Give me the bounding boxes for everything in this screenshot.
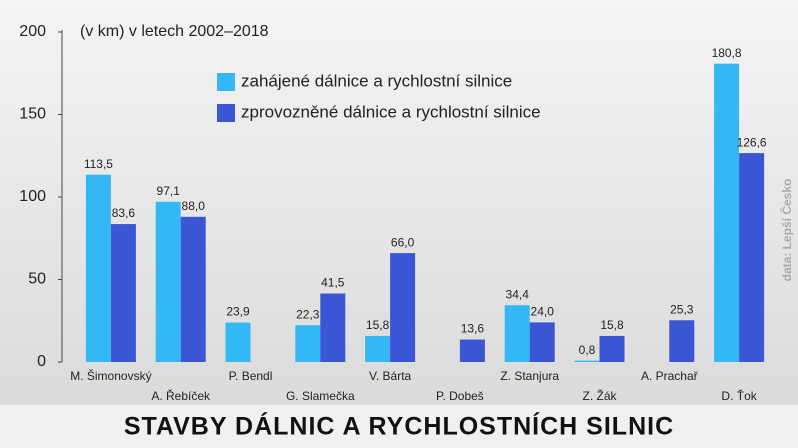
x-tick-label: V. Bárta (369, 369, 412, 383)
bar (180, 216, 206, 362)
x-tick-label: M. Šimonovský (70, 368, 151, 383)
bar (390, 253, 416, 362)
bar (295, 325, 321, 362)
bar (85, 174, 111, 362)
legend-swatch (217, 73, 235, 91)
x-tick-label: G. Slamečka (286, 389, 355, 403)
bar (320, 293, 346, 362)
legend-label: zahájené dálnice a rychlostní silnice (241, 71, 512, 90)
value-label: 66,0 (391, 235, 415, 249)
y-tick-label: 150 (19, 106, 46, 123)
value-label: 22,3 (296, 307, 320, 321)
bar (574, 360, 600, 362)
value-label: 113,5 (84, 157, 113, 171)
value-label: 15,8 (600, 318, 624, 332)
legend-label: zprovozněné dálnice a rychlostní silnice (241, 102, 541, 121)
bar (225, 322, 251, 362)
bar (739, 153, 765, 362)
y-tick-label: 100 (19, 188, 46, 205)
title-band (0, 405, 798, 448)
value-label: 0,8 (579, 343, 596, 357)
subtitle: (v km) v letech 2002–2018 (80, 23, 269, 40)
chart-title: STAVBY DÁLNIC A RYCHLOSTNÍCH SILNIC (124, 412, 674, 441)
value-label: 88,0 (182, 199, 206, 213)
x-tick-label: P. Dobeš (436, 389, 484, 403)
bar (110, 224, 136, 362)
source: data: Lepší Česko (779, 179, 794, 282)
legend-swatch (217, 104, 235, 122)
value-label: 34,4 (506, 287, 530, 301)
value-label: 13,6 (461, 322, 485, 336)
value-label: 180,8 (712, 46, 742, 60)
value-label: 97,1 (157, 184, 181, 198)
x-tick-label: Z. Žák (582, 388, 617, 403)
bar (669, 320, 695, 362)
value-label: 126,6 (737, 135, 767, 149)
bar (365, 335, 391, 362)
x-tick-label: A. Řebíček (151, 388, 211, 403)
bar (714, 63, 740, 363)
x-tick-label: P. Bendl (229, 369, 273, 383)
y-tick-label: 50 (28, 271, 46, 288)
bar (155, 201, 181, 362)
bar (504, 305, 530, 362)
y-tick-label: 0 (37, 353, 46, 370)
value-label: 15,8 (366, 318, 390, 332)
bar (599, 335, 625, 362)
value-label: 24,0 (531, 305, 555, 319)
value-label: 25,3 (670, 302, 694, 316)
value-label: 83,6 (112, 206, 136, 220)
y-tick-label: 200 (19, 23, 46, 40)
x-tick-label: D. Ťok (721, 388, 757, 403)
x-tick-label: A. Prachař (641, 369, 699, 383)
value-label: 23,9 (226, 305, 250, 319)
bar (459, 339, 485, 362)
x-tick-label: Z. Stanjura (500, 369, 559, 383)
bar (529, 322, 555, 362)
value-label: 41,5 (321, 276, 345, 290)
